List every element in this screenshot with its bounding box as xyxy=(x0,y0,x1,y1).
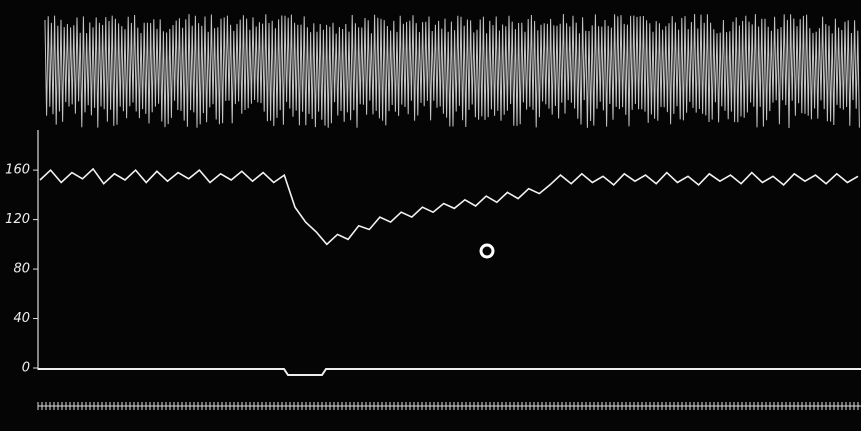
kymograph: 0 40 80 120 160 xyxy=(0,0,861,431)
y-tick-label: 0 xyxy=(22,361,30,376)
y-tick-label: 80 xyxy=(13,262,30,277)
y-tick-label: 160 xyxy=(5,163,30,178)
y-tick-label: 120 xyxy=(5,212,30,227)
y-tick-label: 40 xyxy=(13,311,30,326)
page: {"chart_data": {"type": "line", "ylim": … xyxy=(0,0,861,431)
